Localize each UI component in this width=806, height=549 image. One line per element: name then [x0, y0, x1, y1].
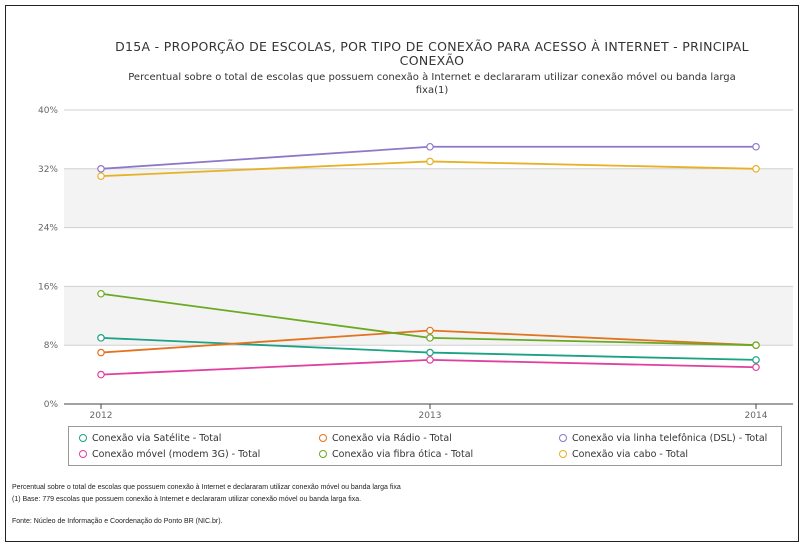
- y-tick-label: 16%: [38, 282, 58, 292]
- data-point: [426, 348, 434, 357]
- chart-subtitle-line1: Percentual sobre o total de escolas que …: [128, 71, 736, 83]
- legend-marker-icon: [79, 434, 87, 442]
- plot-band: [64, 168, 793, 228]
- data-point: [97, 172, 105, 180]
- legend-marker-icon: [319, 450, 327, 458]
- footnote-line2: (1) Base: 779 escolas que possuem conexã…: [12, 496, 362, 503]
- legend-label: Conexão via Rádio - Total: [332, 433, 452, 444]
- legend-marker-icon: [559, 450, 567, 458]
- legend-item[interactable]: Conexão via linha telefônica (DSL) - Tot…: [559, 432, 767, 446]
- y-tick-label: 40%: [38, 106, 58, 116]
- data-point: [752, 363, 760, 372]
- legend-label: Conexão via Satélite - Total: [92, 433, 222, 444]
- y-tick-label: 8%: [44, 341, 59, 351]
- legend-label: Conexão via fibra ótica - Total: [332, 449, 474, 460]
- legend-marker-icon: [79, 450, 87, 458]
- y-tick-label: 0%: [44, 400, 59, 410]
- data-point: [97, 165, 105, 173]
- data-point: [752, 356, 760, 364]
- x-tick-label: 2012: [90, 411, 113, 421]
- data-point: [426, 326, 434, 335]
- legend-label: Conexão via cabo - Total: [572, 449, 689, 460]
- chart-subtitle-line2: fixa(1): [416, 85, 449, 96]
- legend-item[interactable]: Conexão via Satélite - Total: [79, 432, 221, 446]
- y-tick-label: 32%: [38, 165, 58, 175]
- footnote-line1: Percentual sobre o total de escolas que …: [12, 484, 401, 491]
- legend-item[interactable]: Conexão via cabo - Total: [559, 448, 688, 462]
- legend-item[interactable]: Conexão via fibra ótica - Total: [319, 448, 473, 462]
- data-point: [752, 341, 760, 350]
- data-point: [97, 348, 105, 357]
- data-point: [752, 142, 760, 151]
- x-tick-label: 2014: [745, 411, 768, 421]
- data-point: [97, 289, 105, 298]
- legend-label: Conexão móvel (modem 3G) - Total: [92, 449, 261, 460]
- footnote-source: Fonte: Núcleo de Informação e Coordenaçã…: [12, 518, 223, 525]
- x-tick-label: 2013: [419, 411, 442, 421]
- data-point: [426, 157, 434, 166]
- chart-title-line2: CONEXÃO: [400, 53, 465, 68]
- chart-title-line1: D15A - PROPORÇÃO DE ESCOLAS, POR TIPO DE…: [115, 39, 749, 54]
- legend-label: Conexão via linha telefônica (DSL) - Tot…: [572, 433, 768, 444]
- data-point: [97, 370, 105, 379]
- legend-marker-icon: [559, 434, 567, 442]
- legend-item[interactable]: Conexão móvel (modem 3G) - Total: [79, 448, 260, 462]
- data-point: [426, 334, 434, 342]
- plot-area: 0% 8% 16% 24% 32% 40% 2012 2013 2014: [38, 106, 793, 421]
- legend-marker-icon: [319, 434, 327, 442]
- legend: Conexão via Satélite - Total Conexão via …: [68, 426, 782, 466]
- data-point: [97, 334, 105, 342]
- data-point: [426, 356, 434, 364]
- legend-item[interactable]: Conexão via Rádio - Total: [319, 432, 452, 446]
- y-tick-label: 24%: [38, 224, 58, 234]
- data-point: [752, 165, 760, 173]
- data-point: [426, 142, 434, 151]
